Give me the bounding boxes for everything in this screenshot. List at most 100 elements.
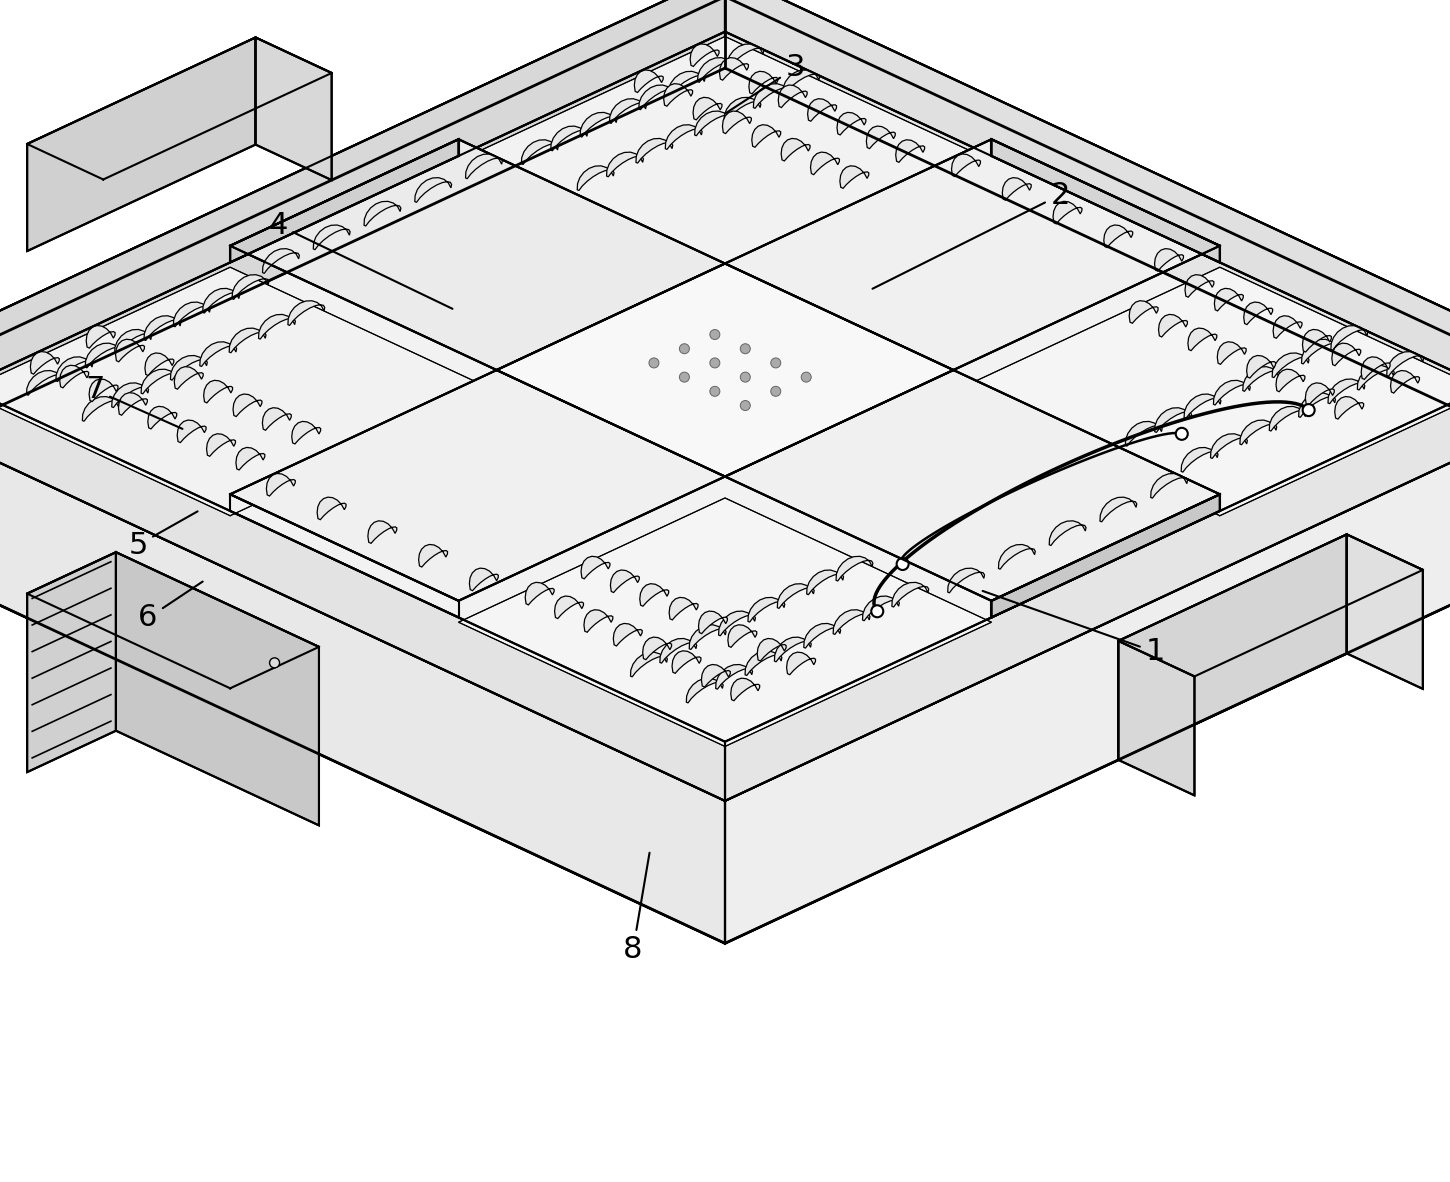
Text: 6: 6 bbox=[138, 582, 203, 632]
Polygon shape bbox=[465, 154, 502, 178]
Polygon shape bbox=[0, 0, 725, 387]
Circle shape bbox=[741, 372, 750, 382]
Polygon shape bbox=[0, 0, 1450, 943]
Polygon shape bbox=[992, 139, 1219, 262]
Polygon shape bbox=[668, 71, 705, 96]
Polygon shape bbox=[639, 85, 676, 110]
Polygon shape bbox=[1391, 370, 1420, 394]
Polygon shape bbox=[203, 288, 239, 313]
Polygon shape bbox=[458, 37, 992, 285]
Polygon shape bbox=[808, 98, 837, 122]
Circle shape bbox=[741, 401, 750, 410]
Polygon shape bbox=[1243, 366, 1279, 391]
Circle shape bbox=[650, 358, 658, 368]
Polygon shape bbox=[1159, 314, 1188, 337]
Polygon shape bbox=[725, 0, 1450, 470]
Polygon shape bbox=[236, 448, 265, 470]
Polygon shape bbox=[1334, 396, 1363, 420]
Polygon shape bbox=[258, 314, 296, 339]
Polygon shape bbox=[1125, 422, 1161, 446]
Polygon shape bbox=[1211, 434, 1247, 459]
Polygon shape bbox=[313, 225, 349, 249]
Polygon shape bbox=[728, 625, 757, 648]
Polygon shape bbox=[233, 394, 262, 416]
Circle shape bbox=[270, 658, 280, 668]
Polygon shape bbox=[262, 248, 299, 273]
Polygon shape bbox=[415, 177, 451, 202]
Circle shape bbox=[680, 344, 689, 353]
Polygon shape bbox=[834, 610, 870, 635]
Polygon shape bbox=[0, 387, 725, 801]
Polygon shape bbox=[116, 552, 319, 825]
Polygon shape bbox=[1331, 343, 1360, 365]
Polygon shape bbox=[786, 652, 815, 675]
Polygon shape bbox=[951, 154, 980, 176]
Polygon shape bbox=[1182, 448, 1218, 472]
Polygon shape bbox=[671, 651, 700, 674]
Polygon shape bbox=[782, 138, 811, 161]
Polygon shape bbox=[289, 300, 325, 325]
Polygon shape bbox=[1118, 534, 1422, 676]
Circle shape bbox=[710, 330, 719, 339]
Text: 8: 8 bbox=[624, 852, 650, 965]
Polygon shape bbox=[554, 596, 583, 618]
Polygon shape bbox=[642, 637, 671, 660]
Polygon shape bbox=[748, 71, 777, 93]
Polygon shape bbox=[206, 434, 235, 456]
Polygon shape bbox=[318, 498, 347, 520]
Polygon shape bbox=[267, 474, 296, 496]
Circle shape bbox=[771, 387, 780, 396]
Polygon shape bbox=[148, 407, 177, 429]
Polygon shape bbox=[803, 623, 841, 648]
Polygon shape bbox=[1305, 383, 1334, 405]
Text: 2: 2 bbox=[873, 181, 1070, 288]
Polygon shape bbox=[863, 596, 899, 621]
Polygon shape bbox=[231, 370, 725, 600]
Polygon shape bbox=[116, 339, 145, 362]
Circle shape bbox=[771, 358, 780, 368]
Polygon shape bbox=[231, 139, 725, 370]
Polygon shape bbox=[1386, 351, 1424, 376]
Circle shape bbox=[871, 605, 883, 617]
Polygon shape bbox=[88, 379, 117, 402]
Polygon shape bbox=[119, 392, 148, 415]
Polygon shape bbox=[1103, 225, 1132, 247]
Polygon shape bbox=[664, 84, 693, 106]
Text: 7: 7 bbox=[86, 376, 183, 429]
Polygon shape bbox=[777, 584, 813, 609]
Polygon shape bbox=[1214, 288, 1243, 311]
Circle shape bbox=[710, 387, 719, 396]
Polygon shape bbox=[726, 44, 764, 69]
Text: 4: 4 bbox=[268, 210, 452, 309]
Polygon shape bbox=[774, 637, 811, 662]
Polygon shape bbox=[840, 165, 869, 188]
Polygon shape bbox=[86, 325, 115, 348]
Polygon shape bbox=[255, 38, 332, 180]
Polygon shape bbox=[368, 521, 397, 544]
Polygon shape bbox=[725, 387, 1450, 801]
Polygon shape bbox=[992, 494, 1219, 617]
Polygon shape bbox=[719, 611, 755, 636]
Polygon shape bbox=[174, 366, 203, 389]
Polygon shape bbox=[1302, 339, 1338, 364]
Polygon shape bbox=[1130, 300, 1159, 323]
Circle shape bbox=[802, 372, 811, 382]
Polygon shape bbox=[584, 610, 613, 632]
Polygon shape bbox=[141, 369, 178, 394]
Polygon shape bbox=[724, 97, 761, 122]
Polygon shape bbox=[291, 422, 320, 444]
Polygon shape bbox=[699, 611, 728, 634]
Polygon shape bbox=[231, 139, 458, 262]
Polygon shape bbox=[171, 356, 207, 381]
Polygon shape bbox=[757, 638, 786, 661]
Polygon shape bbox=[609, 99, 647, 123]
Polygon shape bbox=[86, 343, 122, 368]
Polygon shape bbox=[1154, 408, 1192, 433]
Polygon shape bbox=[1101, 498, 1137, 521]
Polygon shape bbox=[28, 552, 116, 772]
Polygon shape bbox=[57, 357, 93, 382]
Polygon shape bbox=[725, 139, 1219, 370]
Polygon shape bbox=[999, 545, 1035, 570]
Polygon shape bbox=[606, 152, 644, 177]
Polygon shape bbox=[1331, 325, 1367, 350]
